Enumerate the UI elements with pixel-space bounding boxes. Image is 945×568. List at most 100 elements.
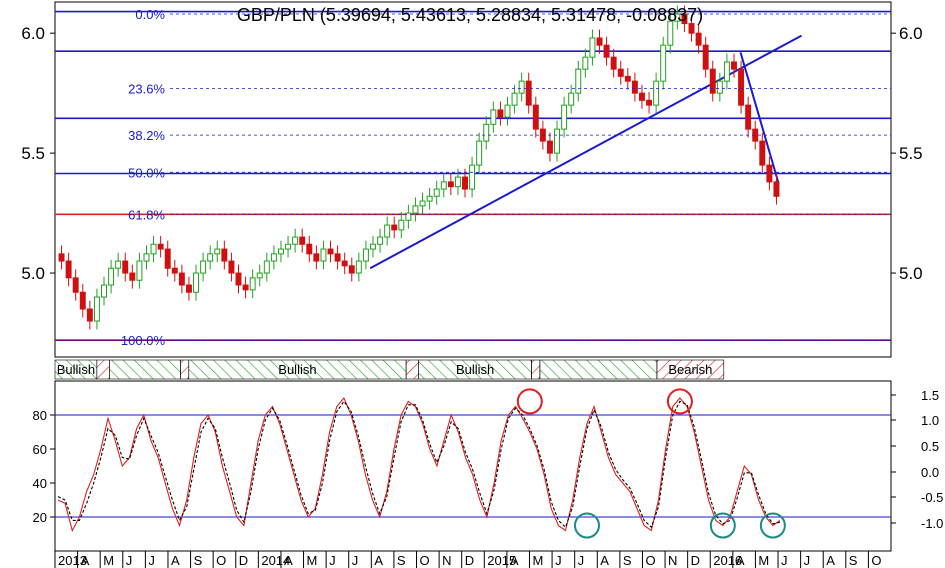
candle-body: [518, 80, 525, 94]
trend-band-panel: Bullish Bullish Bullish Bearish: [54, 359, 725, 380]
month-label: A: [81, 553, 90, 568]
candle-body: [221, 248, 228, 262]
candle-body: [72, 277, 79, 293]
candle-body: [235, 272, 242, 286]
fib-level-label: 38.2%: [128, 128, 165, 143]
candle-body: [483, 123, 490, 142]
candle-body: [638, 92, 645, 101]
candles: [58, 5, 780, 330]
highlight-circle: [709, 512, 736, 539]
oscillator-tick-label: 80: [33, 408, 47, 423]
month-label: O: [645, 553, 655, 568]
candle-body: [277, 248, 284, 255]
candle-body: [759, 140, 766, 166]
candle-body: [433, 188, 440, 197]
highlight-circle: [666, 388, 693, 415]
month-label: O: [216, 553, 226, 568]
candle-body: [362, 248, 369, 262]
candle-body: [745, 104, 752, 130]
candle-body: [327, 248, 334, 255]
price-ticks-left: 5.0 5.5 6.0: [21, 24, 55, 283]
month-label: 2014: [261, 553, 290, 568]
candle-body: [228, 260, 235, 274]
candle-body: [589, 37, 596, 58]
candle-body: [709, 68, 716, 94]
price-tick-label: 5.0: [899, 264, 923, 283]
month-label: M: [758, 553, 769, 568]
candle-body: [122, 260, 129, 274]
candle-body: [263, 260, 270, 274]
candle-body: [171, 267, 178, 274]
candle-body: [270, 253, 277, 262]
candle-body: [469, 164, 476, 190]
candle-body: [568, 92, 575, 106]
oscillator-tick-label: 40: [33, 476, 47, 491]
candle-body: [561, 104, 568, 130]
highlight-circle: [759, 512, 786, 539]
oscillator-panel-frame: [54, 380, 892, 552]
candle-body: [398, 219, 405, 231]
month-label: J: [148, 553, 155, 568]
candle-body: [185, 284, 192, 293]
month-label: A: [284, 553, 293, 568]
candle-body: [497, 109, 504, 118]
candle-body: [285, 243, 292, 250]
candle-body: [525, 80, 532, 106]
candle-body: [617, 68, 624, 77]
month-label: S: [849, 553, 858, 568]
candle-body: [115, 260, 122, 269]
candle-body: [702, 44, 709, 70]
candle-body: [504, 104, 511, 118]
candle-body: [256, 272, 263, 279]
candle-body: [610, 56, 617, 70]
highlight-circle: [516, 388, 543, 415]
candle-body: [136, 260, 143, 281]
candle-body: [447, 181, 454, 188]
month-label: J: [781, 553, 788, 568]
fib-level-label: 100.0%: [121, 333, 166, 348]
price-tick-label: 6.0: [899, 24, 923, 43]
candle-body: [334, 253, 341, 262]
candle-body: [320, 248, 327, 262]
candle-body: [582, 56, 589, 70]
month-label: D: [239, 553, 248, 568]
candle-body: [490, 109, 497, 125]
trend-band-segment: [531, 359, 541, 380]
month-label: J: [329, 553, 336, 568]
month-label: M: [307, 553, 318, 568]
trendlines: [369, 34, 803, 270]
price-tick-label: 6.0: [21, 24, 45, 43]
month-label: A: [826, 553, 835, 568]
trend-band-segment: [405, 359, 419, 380]
candle-body: [532, 104, 539, 130]
month-label: N: [668, 553, 677, 568]
month-label: M: [103, 553, 114, 568]
month-label: D: [691, 553, 700, 568]
candle-body: [575, 68, 582, 94]
month-label: S: [623, 553, 632, 568]
trend-band-label: Bullish: [456, 362, 494, 377]
chart-title: GBP/PLN (5.39694, 5.43613, 5.28834, 5.31…: [237, 5, 703, 25]
month-label: 2016: [713, 553, 742, 568]
candle-body: [370, 243, 376, 250]
candle-body: [93, 296, 100, 322]
fib-level-label: 50.0%: [128, 165, 165, 180]
candle-body: [405, 212, 412, 221]
candle-body: [207, 253, 214, 262]
oscillator-tick-label: 0.0: [921, 465, 939, 480]
candle-body: [101, 284, 107, 298]
candle-body: [384, 224, 391, 238]
candle-body: [440, 181, 447, 190]
trendline: [739, 52, 780, 183]
month-label: A: [600, 553, 609, 568]
candle-body: [86, 308, 93, 322]
trend-band-segment: [96, 359, 110, 380]
oscillator-tick-label: 60: [33, 442, 47, 457]
highlight-circle: [573, 512, 600, 539]
candle-body: [355, 260, 362, 274]
candle-body: [688, 23, 695, 34]
candle-body: [646, 99, 653, 106]
trend-band-segment: [656, 359, 725, 380]
